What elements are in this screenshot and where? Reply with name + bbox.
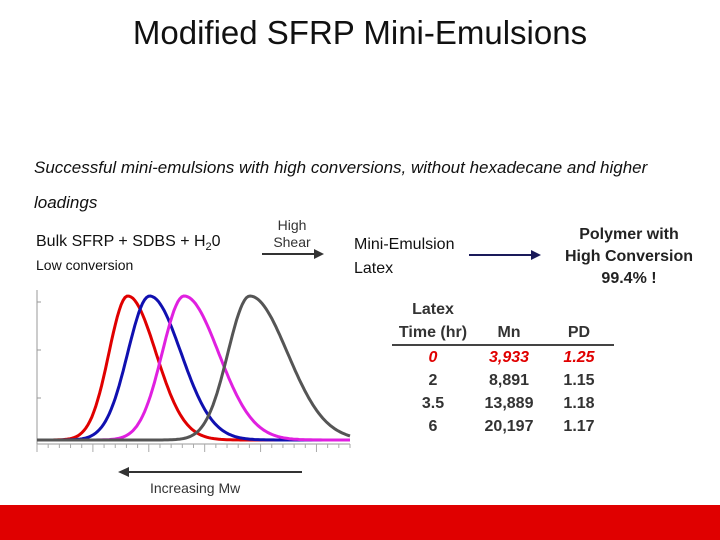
mini-emulsion-line1: Mini-Emulsion (354, 236, 455, 253)
cell-mn: 13,889 (484, 394, 534, 412)
table-header-top: Latex (392, 298, 614, 321)
bulk-text: Bulk SFRP + SDBS + H (36, 233, 206, 250)
slide-title: Modified SFRP Mini-Emulsions (132, 14, 588, 51)
high-shear-line2: Shear (273, 234, 311, 250)
header-blank-1 (474, 298, 544, 321)
cell-time: 0 (428, 348, 438, 366)
header-latex: Latex (412, 300, 454, 318)
mini-emulsion-line2: Latex (354, 260, 394, 277)
cell-pd: 1.25 (563, 348, 595, 366)
high-shear-line1: High (277, 217, 307, 233)
polymer-line2: High Conversion (564, 248, 693, 265)
cell-time: 6 (428, 417, 438, 435)
gpc-curve-4 (37, 294, 351, 442)
arrow-right-icon (469, 250, 541, 260)
arrow-right-icon (262, 249, 324, 259)
polymer-conversion-label: Polymer with High Conversion 99.4% ! (544, 224, 714, 290)
low-conversion-label: Low conversion (36, 257, 134, 273)
table-row: 3.5 13,889 1.18 (392, 392, 614, 415)
cell-pd: 1.18 (563, 394, 595, 412)
header-mn: Mn (474, 321, 544, 346)
gpc-curve-1 (37, 294, 350, 442)
table-row: 6 20,197 1.17 (392, 415, 614, 438)
mini-emulsion-label: Mini-Emulsion Latex (354, 233, 454, 281)
header-pd: PD (544, 321, 614, 346)
arrow-left-icon (118, 467, 302, 477)
cell-pd: 1.15 (563, 371, 595, 389)
cell-pd: 1.17 (563, 417, 595, 435)
chart-curves (37, 294, 351, 442)
gpc-curve-3 (37, 294, 350, 442)
polymer-line3: 99.4% ! (601, 270, 657, 287)
bulk-subscript: 2 (205, 241, 212, 254)
bulk-tail: 0 (211, 233, 221, 250)
table-header: Time (hr) Mn PD (392, 321, 614, 346)
cell-time: 3.5 (421, 394, 445, 412)
high-shear-label: High Shear (262, 217, 322, 251)
chart-axes (36, 290, 351, 452)
footer-bar (0, 505, 720, 540)
cell-mn: 20,197 (484, 417, 534, 435)
bulk-sfrp-label: Bulk SFRP + SDBS + H20 (36, 233, 221, 253)
header-blank-2 (544, 298, 614, 321)
polymer-line1: Polymer with (579, 226, 679, 243)
slide-subtitle: Successful mini-emulsions with high conv… (34, 158, 648, 212)
table-row: 2 8,891 1.15 (392, 369, 614, 392)
gpc-curve-2 (37, 294, 350, 442)
increasing-mw-label: Increasing Mw (150, 480, 241, 496)
cell-time: 2 (428, 371, 438, 389)
cell-mn: 8,891 (488, 371, 530, 389)
gpc-chart (36, 290, 351, 452)
table-row: 0 3,933 1.25 (392, 345, 614, 369)
latex-table: Latex Time (hr) Mn PD 0 3,933 1.25 2 8,8… (392, 298, 614, 438)
cell-mn: 3,933 (488, 348, 530, 366)
header-time: Time (hr) (392, 321, 474, 346)
